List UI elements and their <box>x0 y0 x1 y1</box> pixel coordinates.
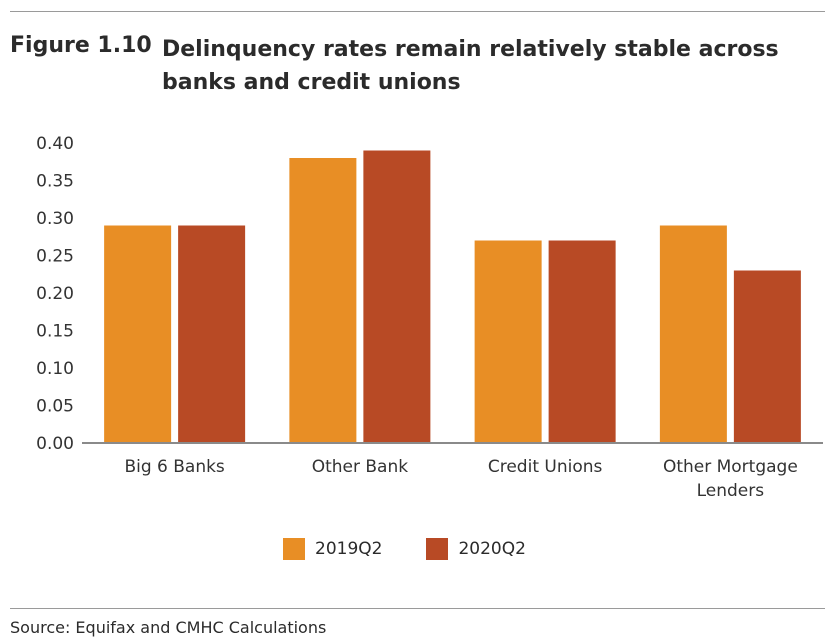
y-tick-label: 0.05 <box>36 397 74 417</box>
y-tick-label: 0.10 <box>36 359 74 379</box>
legend-item-series-1: 2019Q2 <box>283 538 382 560</box>
y-tick-label: 0.15 <box>36 322 74 342</box>
bar <box>104 225 172 443</box>
legend-swatch-series-1 <box>283 538 305 560</box>
bar <box>474 240 542 443</box>
x-category-label: Other Bank <box>312 457 409 477</box>
x-category-label: Credit Unions <box>488 457 603 477</box>
bottom-rule <box>10 608 825 609</box>
x-category-label: Big 6 Banks <box>124 457 224 477</box>
legend-item-series-2: 2020Q2 <box>426 538 526 560</box>
bar <box>659 225 727 443</box>
bar-chart: 0.00 0.05 0.10 0.15 0.20 0.25 0.30 0.35 0.40 Big … <box>36 134 823 501</box>
bar <box>733 270 801 443</box>
y-tick-label: 0.30 <box>36 209 74 229</box>
source-note: Source: Equifax and CMHC Calculations <box>10 618 327 637</box>
legend-swatch-series-2 <box>426 538 449 560</box>
figure-label: Figure 1.10 <box>10 33 152 58</box>
y-tick-label: 0.35 <box>36 172 74 192</box>
legend-label-series-2: 2020Q2 <box>458 539 526 559</box>
top-rule <box>10 11 825 12</box>
bar <box>178 225 246 443</box>
y-tick-label: 0.20 <box>36 284 74 304</box>
bar <box>363 150 431 443</box>
y-tick-label: 0.00 <box>36 434 74 454</box>
bar <box>289 158 357 443</box>
y-tick-label: 0.40 <box>36 134 74 154</box>
bar <box>548 240 616 443</box>
y-tick-label: 0.25 <box>36 247 74 267</box>
figure-title: Delinquency rates remain relatively stab… <box>162 37 779 95</box>
legend-label-series-1: 2019Q2 <box>315 539 383 559</box>
x-category-label: Other Mortgage Lenders <box>663 457 798 501</box>
legend: 2019Q2 2020Q2 <box>283 538 570 560</box>
